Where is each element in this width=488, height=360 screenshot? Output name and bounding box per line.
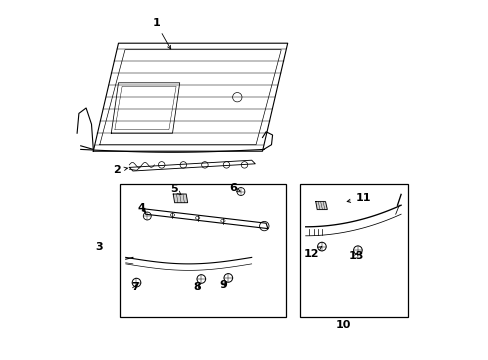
Bar xyxy=(300,184,407,317)
Text: 8: 8 xyxy=(193,282,201,292)
Bar xyxy=(120,184,285,317)
Text: 11: 11 xyxy=(346,193,370,203)
Text: 1: 1 xyxy=(152,18,170,49)
Polygon shape xyxy=(315,202,326,210)
Text: 2: 2 xyxy=(113,165,127,175)
Text: 4: 4 xyxy=(138,203,145,213)
Text: 9: 9 xyxy=(219,280,226,290)
Text: 7: 7 xyxy=(131,282,138,292)
Text: 5: 5 xyxy=(170,184,181,195)
Text: 13: 13 xyxy=(348,251,363,261)
Text: 10: 10 xyxy=(335,320,350,330)
Polygon shape xyxy=(173,194,187,203)
Text: 6: 6 xyxy=(228,183,240,193)
Text: 12: 12 xyxy=(303,247,321,259)
Text: 3: 3 xyxy=(95,242,102,252)
